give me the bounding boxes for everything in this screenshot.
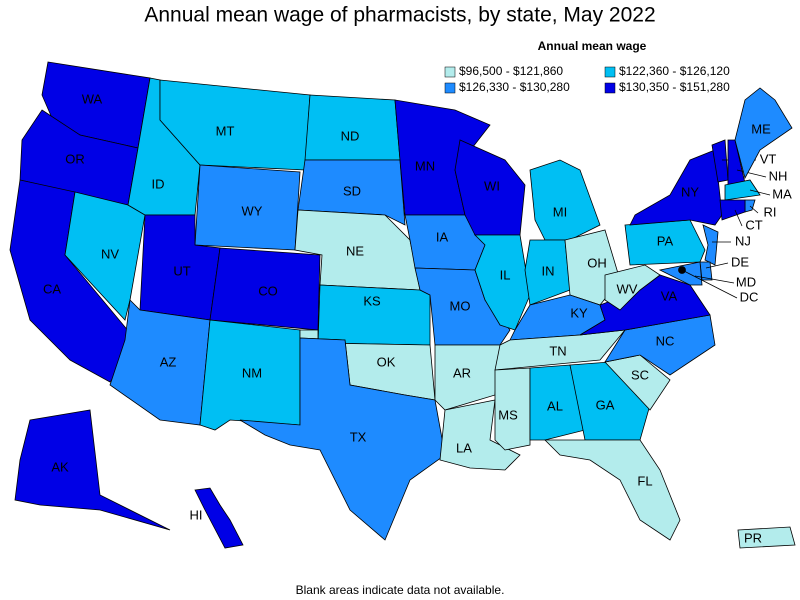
state-label: ND <box>341 128 360 143</box>
state-label: MN <box>415 158 435 173</box>
state <box>239 337 446 541</box>
state <box>434 344 501 411</box>
legend-label: $130,350 - $151,280 <box>619 80 730 94</box>
state-label: MD <box>736 274 756 289</box>
state-label: GA <box>596 397 615 412</box>
leader-line <box>734 209 743 227</box>
legend-label: $96,500 - $121,860 <box>459 64 563 78</box>
state-label: AR <box>453 365 471 380</box>
state <box>194 487 244 549</box>
state-label: DC <box>740 289 759 304</box>
state-label: WV <box>617 281 638 296</box>
leader-line <box>749 189 771 196</box>
state <box>529 159 601 241</box>
state-label: NY <box>681 184 699 199</box>
leader-line <box>681 269 738 299</box>
state-label: CT <box>745 217 762 232</box>
state <box>439 399 521 471</box>
state-label: UT <box>173 263 190 278</box>
legend-label: $122,360 - $126,120 <box>619 64 730 78</box>
title: Annual mean wage of pharmacists, by stat… <box>144 4 655 27</box>
leader-line <box>749 205 759 214</box>
footnote: Blank areas indicate data not available. <box>296 583 505 597</box>
state-label: ME <box>751 121 771 136</box>
state-label: TX <box>350 429 367 444</box>
state-label: OK <box>377 354 396 369</box>
state-label: OR <box>65 151 85 166</box>
state-label: NH <box>769 168 788 183</box>
state-label: MI <box>553 204 567 219</box>
leader-line <box>736 169 767 178</box>
state-label: MS <box>498 407 518 422</box>
state-label: WY <box>242 203 263 218</box>
legend-swatch <box>604 82 616 94</box>
leader-line <box>705 262 729 269</box>
leader-line <box>694 275 735 284</box>
state <box>702 224 719 266</box>
state <box>524 239 571 306</box>
state-label: KY <box>570 305 588 320</box>
state-label: AZ <box>160 354 177 369</box>
state <box>604 264 661 311</box>
state <box>737 526 796 549</box>
state-label: MO <box>450 298 471 313</box>
state-label: NC <box>656 333 675 348</box>
state-label: CA <box>43 281 61 296</box>
legend-swatch <box>444 82 456 94</box>
state <box>529 364 586 441</box>
state <box>719 199 746 221</box>
state-label: IA <box>436 229 449 244</box>
state-label: WI <box>484 178 500 193</box>
state <box>629 149 723 226</box>
state-label: CO <box>258 283 278 298</box>
state-label: IL <box>500 267 511 282</box>
state <box>454 139 526 236</box>
state-label: LA <box>456 440 472 455</box>
legend-swatch <box>604 66 616 78</box>
state <box>14 409 171 531</box>
state <box>297 159 406 226</box>
state <box>734 87 793 180</box>
state-label: FL <box>637 473 652 488</box>
state-label: HI <box>190 507 203 522</box>
state <box>109 299 211 426</box>
state-label: SC <box>631 367 649 382</box>
state <box>544 439 681 541</box>
state-label: NM <box>242 365 262 380</box>
state <box>474 234 531 331</box>
state-label: PA <box>657 233 674 248</box>
state-label: DE <box>731 254 749 269</box>
state-label: KS <box>363 293 381 308</box>
state-label: AK <box>51 459 69 474</box>
state-label: OH <box>587 255 607 270</box>
state <box>159 79 311 171</box>
state <box>724 179 761 201</box>
state-label: VT <box>760 151 777 166</box>
state-label: ID <box>152 176 165 191</box>
legend-title: Annual mean wage <box>538 39 647 53</box>
state-label: MT <box>216 123 235 138</box>
state-label: VA <box>661 288 678 303</box>
state-label: WA <box>82 91 103 106</box>
state-label: NE <box>346 243 364 258</box>
state-label: IN <box>542 263 555 278</box>
state <box>569 361 651 441</box>
state-label: MA <box>772 186 792 201</box>
state-label: AL <box>547 398 563 413</box>
state-label: TN <box>549 343 566 358</box>
state-label: NJ <box>735 233 751 248</box>
state-label: NV <box>101 246 119 261</box>
state-label: RI <box>764 204 777 219</box>
state-label: SD <box>343 183 361 198</box>
legend-label: $126,330 - $130,280 <box>459 80 570 94</box>
legend-swatch <box>444 66 456 78</box>
state-label: PR <box>744 530 762 545</box>
